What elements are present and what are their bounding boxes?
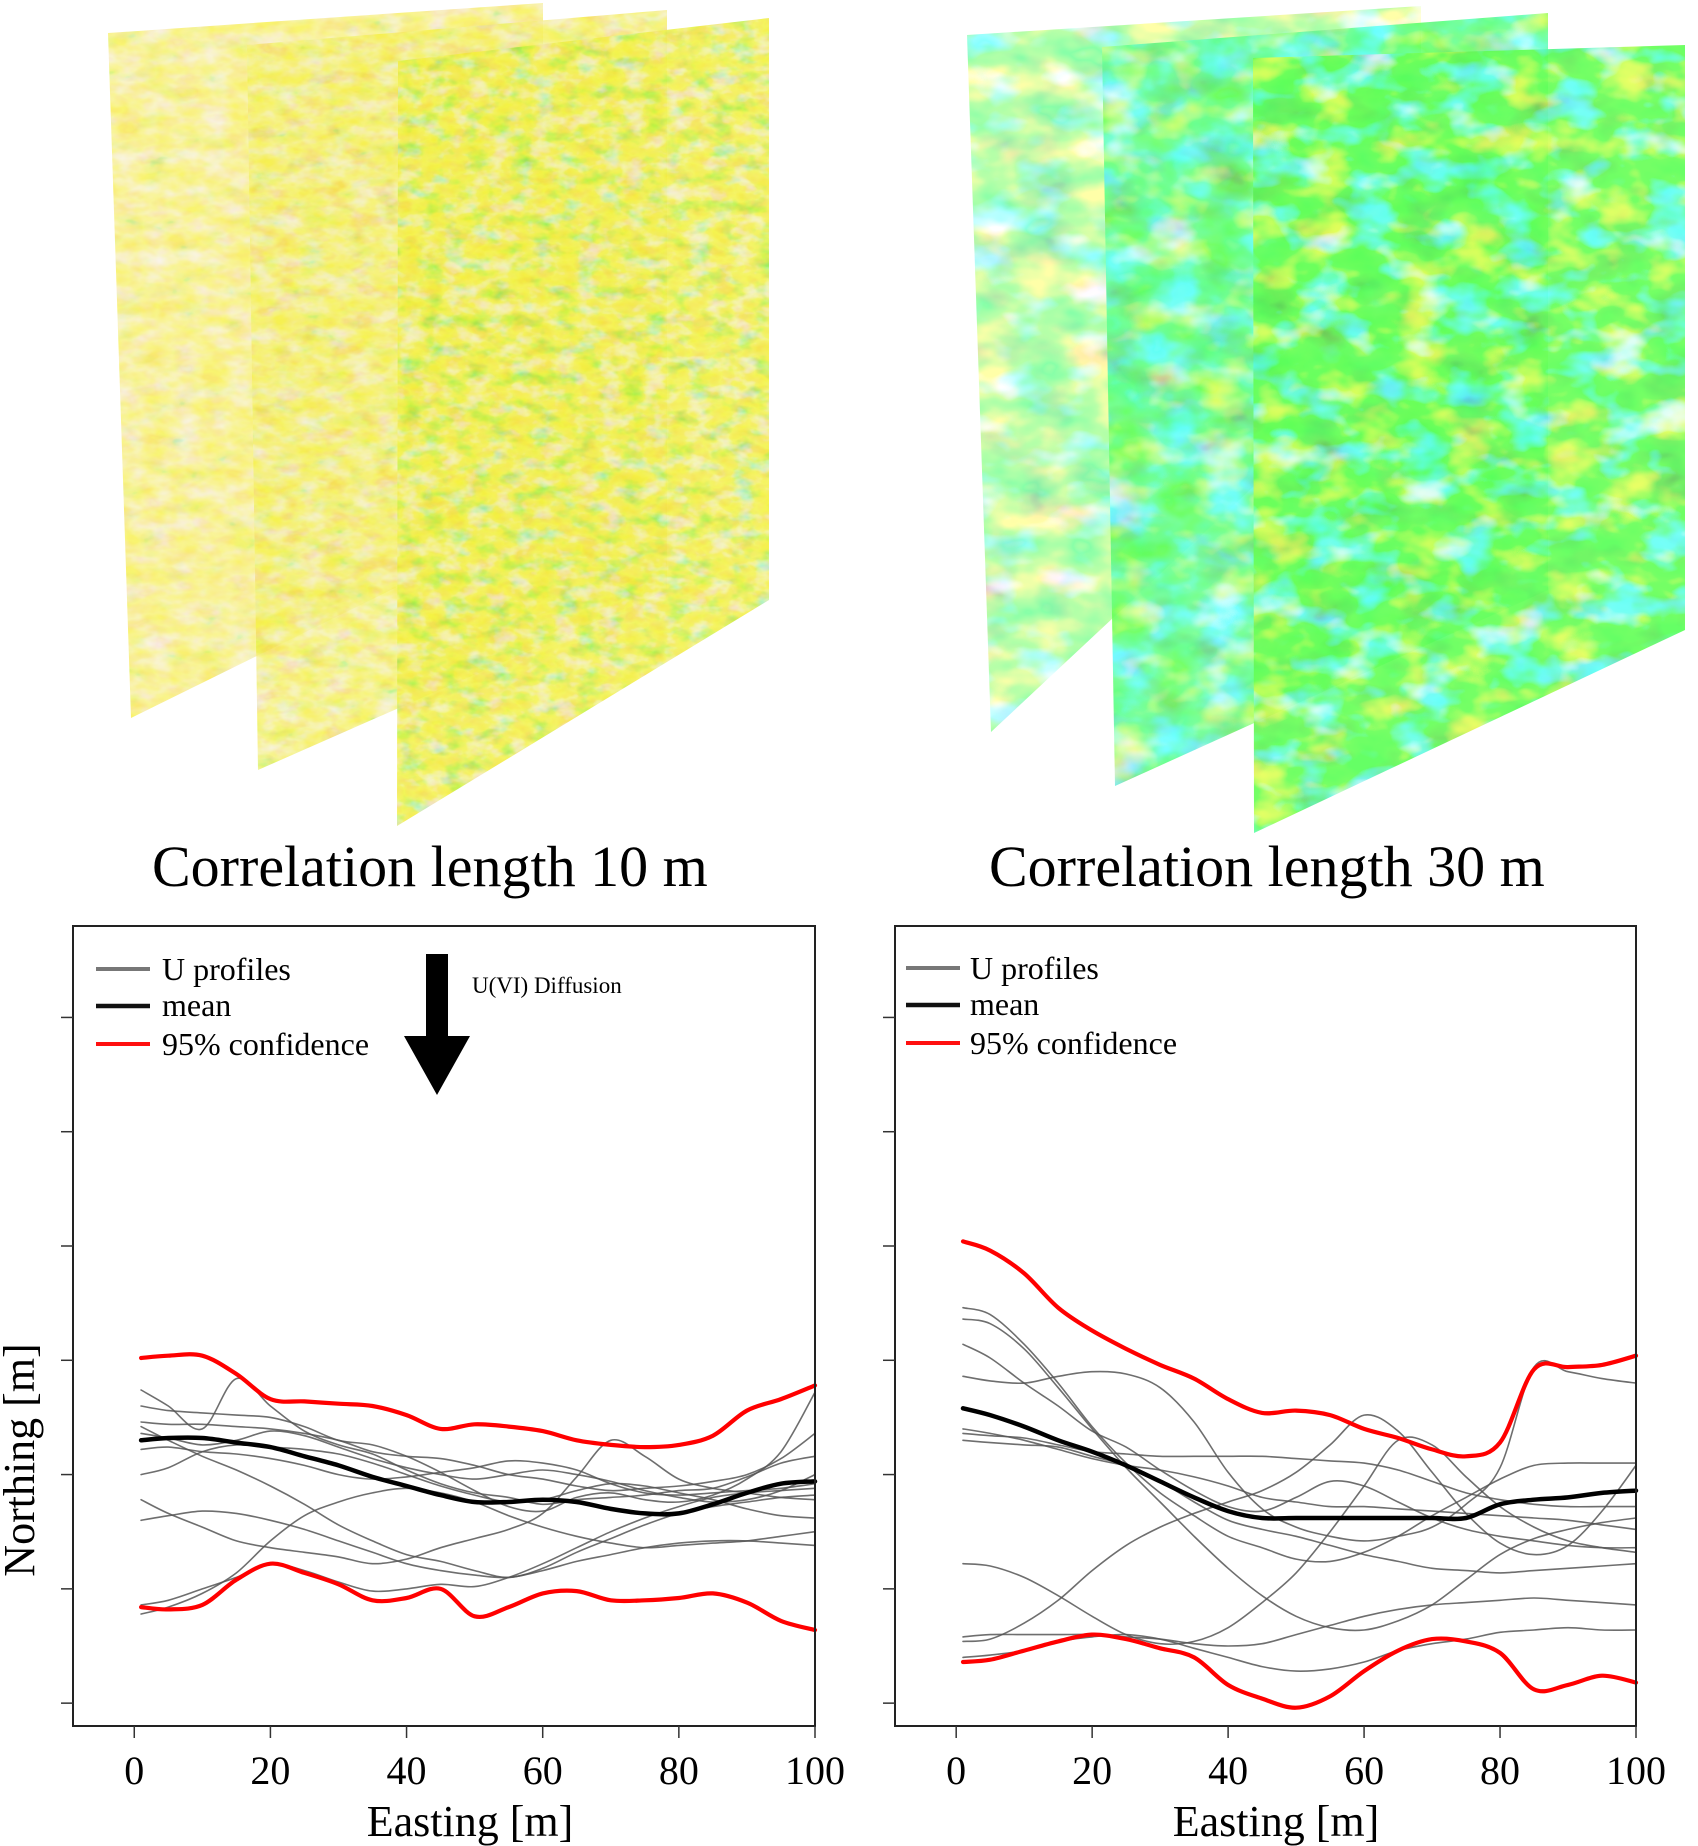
legend-label-mean: mean — [970, 986, 1039, 1022]
realization-slices-10m: Correlation length 10 m — [0, 0, 849, 900]
chart-svg: 0 20 40 60 80 100 U profiles mean 95% confide… — [0, 925, 845, 1846]
x-tick-label: 40 — [1208, 1748, 1248, 1793]
series-line-u-profile — [140, 1510, 816, 1579]
profile-chart-10m: 0 20 40 60 80 100 U profiles mean 95% confide… — [0, 920, 849, 1846]
plot-frame — [72, 925, 816, 1727]
series-line-u-profile — [140, 1446, 816, 1496]
annotation-text: U(VI) Diffusion — [472, 973, 622, 998]
legend-label-profiles: U profiles — [970, 950, 1099, 986]
series-line-u-profile — [962, 1318, 1637, 1632]
axes-layer: 0 20 40 60 80 100 — [883, 925, 1666, 1793]
legend: U profiles mean 95% confidence — [906, 950, 1177, 1061]
x-axis-title: Easting [m] — [367, 1797, 574, 1846]
axes-layer: 0 20 40 60 80 100 — [61, 925, 845, 1793]
series-line-u-profile — [962, 1343, 1637, 1549]
legend: U profiles mean 95% confidence — [96, 951, 369, 1062]
legend-label-mean: mean — [162, 987, 231, 1023]
legend-label-confidence: 95% confidence — [162, 1026, 369, 1062]
caption-10m: Correlation length 10 m — [152, 834, 708, 899]
series-line-u-profile — [140, 1391, 816, 1513]
profile-chart-30m: 0 20 40 60 80 100 U profiles mean 95% confide… — [849, 920, 1698, 1846]
arrow-down-icon — [404, 954, 470, 1095]
x-tick-label: 60 — [523, 1748, 563, 1793]
series-line-u-profile — [962, 1597, 1637, 1647]
slice-front — [397, 18, 769, 826]
x-tick-label: 80 — [659, 1748, 699, 1793]
y-axis-title: Northing [m] — [0, 1343, 44, 1576]
series-line-u-profile — [962, 1306, 1637, 1563]
series-line-u-profile — [962, 1436, 1637, 1646]
legend-label-confidence: 95% confidence — [970, 1025, 1177, 1061]
series-layer — [138, 1352, 818, 1633]
slice-stack-10m — [108, 3, 769, 826]
x-tick-label: 20 — [250, 1748, 290, 1793]
diffusion-annotation: U(VI) Diffusion — [404, 954, 622, 1095]
legend-label-profiles: U profiles — [162, 951, 291, 987]
series-line-95-confidence-lower — [139, 1561, 818, 1633]
series-line-u-profile — [962, 1413, 1637, 1643]
x-tick-label: 60 — [1344, 1748, 1384, 1793]
x-tick-label: 20 — [1072, 1748, 1112, 1793]
series-line-u-profile — [962, 1432, 1637, 1508]
caption-30m: Correlation length 30 m — [989, 834, 1545, 899]
x-tick-label: 40 — [387, 1748, 427, 1793]
series-line-95-confidence-lower — [960, 1632, 1639, 1710]
x-tick-label: 0 — [946, 1748, 966, 1793]
series-layer — [960, 1239, 1639, 1710]
series-line-95-confidence-upper — [139, 1352, 818, 1450]
slice-front — [1253, 45, 1685, 833]
series-line-u-profile — [140, 1421, 816, 1492]
series-line-u-profile — [962, 1439, 1637, 1574]
realization-slices-30m: Correlation length 30 m — [849, 0, 1698, 900]
x-tick-label: 0 — [124, 1748, 144, 1793]
series-line-mean — [960, 1406, 1639, 1522]
x-axis-title: Easting [m] — [1173, 1797, 1380, 1846]
x-tick-label: 80 — [1480, 1748, 1520, 1793]
slice-stack-30m — [967, 6, 1685, 833]
series-line-u-profile — [140, 1430, 816, 1503]
series-line-mean — [138, 1435, 818, 1517]
chart-svg: 0 20 40 60 80 100 U profiles mean 95% confide… — [883, 925, 1666, 1846]
series-line-95-confidence-upper — [960, 1239, 1639, 1459]
series-line-u-profile — [140, 1438, 816, 1565]
plot-frame — [894, 925, 1637, 1727]
x-tick-label: 100 — [1606, 1748, 1666, 1793]
x-tick-label: 100 — [785, 1748, 845, 1793]
series-line-u-profile — [962, 1428, 1637, 1531]
